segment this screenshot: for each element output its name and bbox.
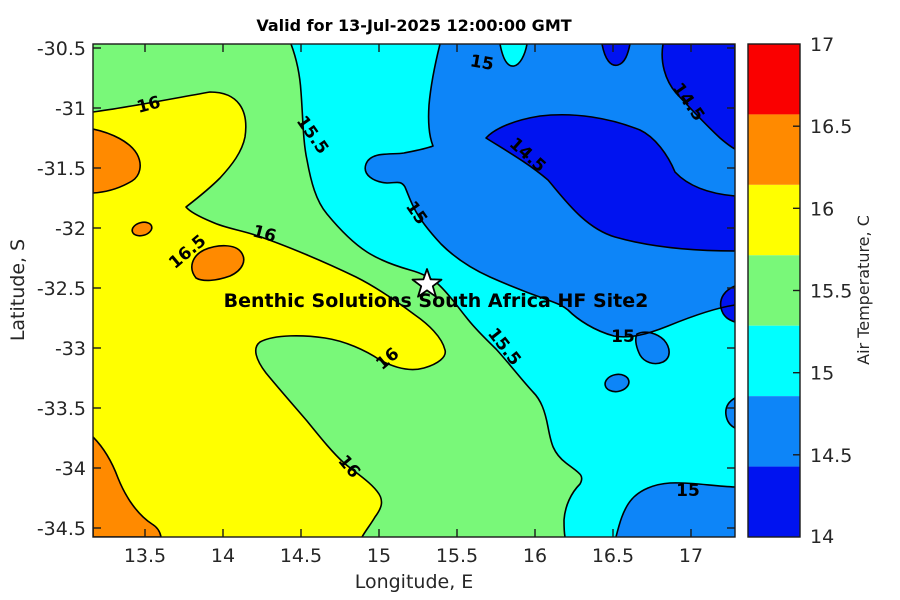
y-tick-label: -34 [55,458,86,480]
figure-title: Valid for 13-Jul-2025 12:00:00 GMT [256,16,571,35]
contour-line-15-bottom-right [615,482,735,537]
contour-label: 15 [468,51,495,75]
colorbar-tick-label: 15.5 [810,281,852,303]
y-axis-label: Latitude, S [7,239,29,341]
y-tick-label: -30.5 [37,38,86,60]
y-tick-label: -31 [55,98,86,120]
colorbar-tick-label: 14 [810,526,834,548]
x-tick-label: 14.5 [280,545,322,567]
region-orange-small-ellipse [131,221,153,237]
site-marker-star-icon [411,268,443,298]
colorbar-band-blue [748,396,800,467]
colorbar-band-red [748,44,800,115]
x-tick-label: 16 [523,545,547,567]
region-blue-teardrop [634,331,670,365]
contour-label: 15 [611,327,635,347]
region-blue-small-ellipse [604,373,630,393]
y-tick-label: -33.5 [37,398,86,420]
x-tick-label: 14 [211,545,235,567]
contour-label: 15 [676,481,700,501]
region-orange-tilted-blob [191,244,245,282]
colorbar-tick-label: 15 [810,363,834,385]
colorbar-tick-label: 16 [810,198,834,220]
contour-line-15-5 [290,44,583,537]
y-axis-tick-labels: -30.5 -31 -31.5 -32 -32.5 -33 -33.5 -34 … [37,38,86,540]
y-tick-label: -34.5 [37,518,86,540]
region-blue-bottom-right [616,482,735,537]
x-axis-tick-labels: 13.5 14 14.5 15 15.5 16 16.5 17 [124,545,703,567]
colorbar-band-cyan [748,325,800,397]
x-axis-ticks [144,44,692,537]
region-blue-main [365,44,735,337]
x-tick-label: 15 [367,545,391,567]
colorbar-band-green [748,255,800,326]
region-darkblue-big-mass [485,113,735,252]
plot-frame [92,43,736,538]
region-orange-bottom-left [93,436,162,537]
colorbar-tick-label: 17 [810,34,834,56]
colorbar-band-yellow [748,184,800,256]
site-marker-label: Benthic Solutions South Africa HF Site2 [224,290,649,312]
colorbar-tick-label: 16.5 [810,116,852,138]
region-cyan-tongue [499,44,528,67]
colorbar: 17 16.5 16 15.5 15 14.5 14 Air Temperatu… [747,34,873,548]
region-blue-right-sliver [725,397,735,429]
y-tick-label: -32 [55,218,86,240]
colorbar-band-darkblue [748,466,800,537]
contour-line-16 [93,91,447,537]
y-tick-label: -31.5 [37,158,86,180]
x-tick-label: 16.5 [592,545,634,567]
y-axis-ticks [93,47,735,529]
region-orange-left-edge [93,128,141,194]
region-green-band [93,44,582,537]
x-tick-label: 15.5 [436,545,478,567]
region-darkblue-top-right [661,44,735,150]
y-tick-label: -32.5 [37,278,86,300]
contour-map-area: 16 15.5 15 14.5 14.5 15 16 16.5 16 15.5 … [93,44,735,537]
colorbar-tick-label: 14.5 [810,445,852,467]
x-tick-label: 13.5 [124,545,166,567]
region-darkblue-top-patch [601,44,631,67]
colorbar-axis-label: Air Temperature, C [854,215,873,365]
colorbar-band-orange [748,114,800,185]
x-tick-label: 17 [679,545,703,567]
region-yellow [93,92,446,537]
colorbar-tick-labels: 17 16.5 16 15.5 15 14.5 14 [810,34,852,548]
y-tick-label: -33 [55,338,86,360]
contour-line-15-main [364,44,735,338]
x-axis-label: Longitude, E [355,571,474,593]
colorbar-ticks [793,125,800,456]
